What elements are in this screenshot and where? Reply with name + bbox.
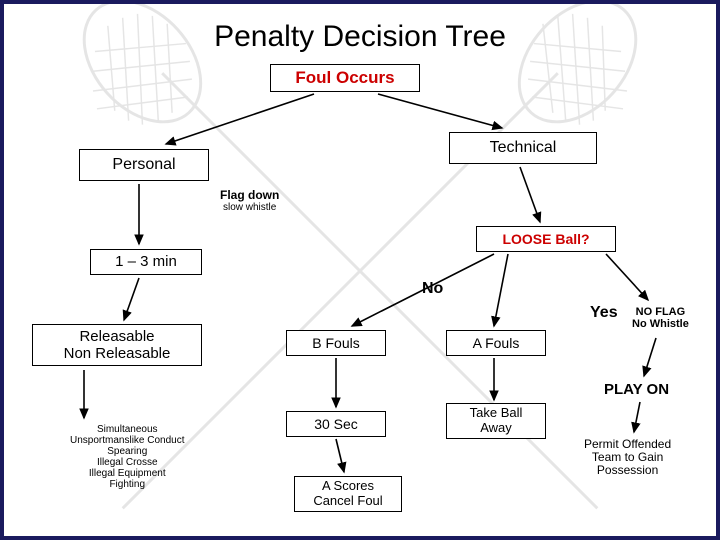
- label-no: No: [422, 280, 443, 298]
- node-bFouls: B Fouls: [286, 330, 386, 356]
- arrow-3: [124, 278, 139, 320]
- node-takeBall: Take BallAway: [446, 403, 546, 439]
- node-personal: Personal: [79, 149, 209, 181]
- arrow-10: [336, 439, 344, 472]
- label-simul: SimultaneousUnsportmanslike ConductSpear…: [70, 424, 185, 490]
- node-aScores: A ScoresCancel Foul: [294, 476, 402, 512]
- node-thirtySec: 30 Sec: [286, 411, 386, 437]
- node-releasable: ReleasableNon Releasable: [32, 324, 202, 366]
- node-foul: Foul Occurs: [270, 64, 420, 92]
- arrow-12: [644, 338, 656, 376]
- label-yes: Yes: [590, 304, 618, 322]
- arrow-0: [166, 94, 314, 144]
- node-aFouls: A Fouls: [446, 330, 546, 356]
- arrow-1: [378, 94, 502, 128]
- node-oneThree: 1 – 3 min: [90, 249, 202, 275]
- node-technical: Technical: [449, 132, 597, 164]
- node-looseBall: LOOSE Ball?: [476, 226, 616, 252]
- arrow-13: [634, 402, 640, 432]
- label-noFlag: NO FLAGNo Whistle: [632, 306, 689, 330]
- label-playOn: PLAY ON: [604, 382, 669, 399]
- arrow-7: [494, 254, 508, 326]
- arrow-8: [606, 254, 648, 300]
- label-flagDown: Flag downslow whistle: [220, 189, 279, 213]
- arrow-5: [520, 167, 540, 222]
- label-permit: Permit OffendedTeam to GainPossession: [584, 438, 671, 478]
- page-title: Penalty Decision Tree: [4, 4, 716, 54]
